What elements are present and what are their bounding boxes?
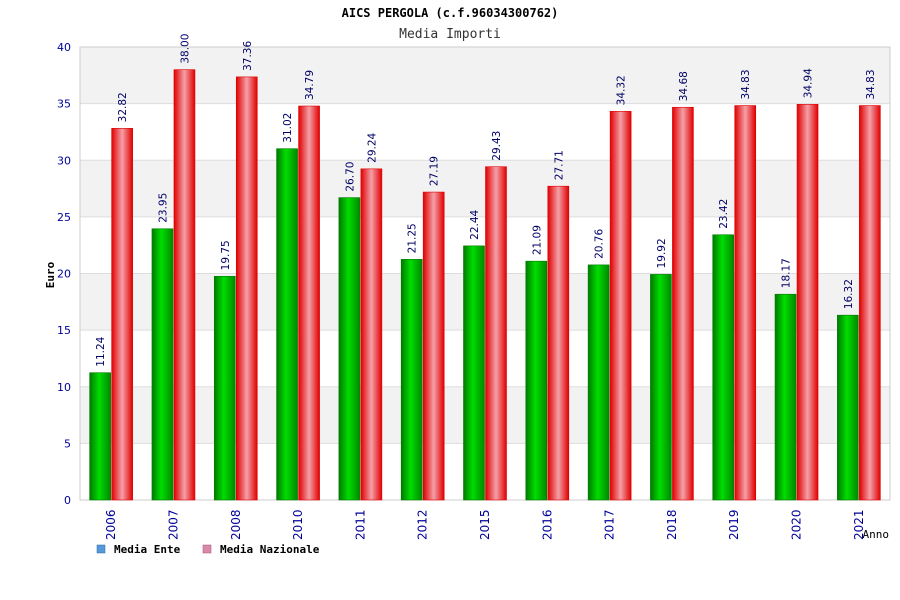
bar-media-nazionale xyxy=(859,105,881,501)
bar-media-ente xyxy=(650,274,672,501)
bar-value-label: 21.25 xyxy=(407,223,419,253)
bar-media-ente xyxy=(151,228,174,501)
bar-media-nazionale xyxy=(796,104,819,501)
bar-media-nazionale xyxy=(360,168,383,501)
bar-value-label: 29.24 xyxy=(366,132,378,162)
bar-media-ente xyxy=(400,259,423,501)
grid-band xyxy=(80,273,890,331)
x-tick-label: 2020 xyxy=(790,509,804,540)
y-tick-label: 40 xyxy=(57,41,71,54)
grid-band xyxy=(80,160,890,217)
y-tick-label: 30 xyxy=(57,154,71,167)
y-axis-ticks: 0 5 10 15 20 25 30 35 40 xyxy=(57,41,71,507)
bar-value-label: 27.71 xyxy=(553,150,565,180)
bar-value-label: 34.83 xyxy=(865,69,877,99)
bar-value-label: 29.43 xyxy=(491,131,503,161)
bar-value-label: 20.76 xyxy=(594,229,606,259)
legend: Media Ente Media Nazionale xyxy=(96,543,320,556)
x-tick-label: 2012 xyxy=(416,509,430,540)
bar-value-label: 21.09 xyxy=(531,225,543,255)
bar-value-label: 31.02 xyxy=(282,113,294,143)
chart-subtitle: Media Importi xyxy=(399,27,501,42)
legend-label-ente: Media Ente xyxy=(114,543,181,556)
y-tick-label: 35 xyxy=(57,98,71,111)
grid-band xyxy=(80,47,890,104)
bar-media-ente xyxy=(463,245,485,501)
legend-swatch-ente xyxy=(96,544,106,554)
x-tick-label: 2021 xyxy=(852,509,866,540)
x-tick-label: 2017 xyxy=(603,509,617,540)
bar-media-nazionale xyxy=(298,105,320,501)
bar-value-label: 22.44 xyxy=(469,209,481,239)
bar-value-label: 23.42 xyxy=(718,199,730,229)
bar-media-nazionale xyxy=(609,111,632,501)
bar-media-nazionale xyxy=(672,106,694,501)
bar-value-label: 34.83 xyxy=(740,69,752,99)
bar-media-ente xyxy=(525,260,548,501)
bar-value-label: 32.82 xyxy=(117,92,129,122)
grid-band xyxy=(80,386,890,444)
x-tick-label: 2007 xyxy=(166,509,180,540)
bar-media-nazionale xyxy=(734,105,757,501)
bar-value-label: 27.19 xyxy=(429,156,441,186)
bar-media-ente xyxy=(587,264,610,501)
x-tick-label: 2018 xyxy=(665,509,679,540)
x-tick-label: 2015 xyxy=(478,509,492,540)
y-tick-label: 0 xyxy=(64,494,71,507)
bar-value-label: 16.32 xyxy=(843,279,855,309)
x-axis-ticks: 2006 2007 2008 2010 2011 2012 2015 2016 2017 2018… xyxy=(104,509,866,540)
x-tick-label: 2006 xyxy=(104,509,118,540)
grid-bands xyxy=(80,47,890,444)
bar-value-label: 37.36 xyxy=(242,41,254,71)
bar-media-ente xyxy=(774,293,797,501)
x-tick-label: 2010 xyxy=(291,509,305,540)
bar-media-ente xyxy=(837,314,859,501)
legend-label-nazionale: Media Nazionale xyxy=(220,543,320,556)
bar-value-label: 19.75 xyxy=(220,240,232,270)
chart-title: AICS PERGOLA (c.f.96034300762) xyxy=(342,6,559,20)
bar-media-nazionale xyxy=(235,76,258,501)
bar-media-ente xyxy=(712,234,735,501)
y-tick-label: 5 xyxy=(64,437,71,450)
bar-media-nazionale xyxy=(485,166,507,501)
x-tick-label: 2008 xyxy=(229,509,243,540)
bar-value-label: 26.70 xyxy=(344,162,356,192)
bar-media-nazionale xyxy=(173,69,196,501)
legend-swatch-nazionale xyxy=(202,544,212,554)
bar-media-ente xyxy=(338,197,361,501)
bar-labels: 11.24 32.82 23.95 38.00 19.75 37.36 31.02 34.79… xyxy=(95,34,877,367)
y-tick-label: 15 xyxy=(57,324,71,337)
x-tick-label: 2016 xyxy=(540,509,554,540)
y-tick-label: 20 xyxy=(57,268,71,281)
y-axis-label: Euro xyxy=(44,261,57,288)
y-tick-label: 10 xyxy=(57,381,71,394)
x-axis-label: Anno xyxy=(863,528,890,541)
bars xyxy=(89,69,881,501)
y-tick-label: 25 xyxy=(57,211,71,224)
bar-value-label: 38.00 xyxy=(179,34,191,64)
bar-value-label: 34.32 xyxy=(616,75,628,105)
bar-media-nazionale xyxy=(111,128,133,501)
bar-value-label: 34.79 xyxy=(304,70,316,100)
x-tick-label: 2011 xyxy=(353,509,367,540)
bar-value-label: 19.92 xyxy=(656,238,668,268)
bar-value-label: 34.94 xyxy=(803,68,815,98)
bar-media-nazionale xyxy=(422,191,445,501)
plot-frame xyxy=(79,46,891,501)
bar-value-label: 11.24 xyxy=(95,336,107,366)
bar-value-label: 23.95 xyxy=(157,193,169,223)
bar-media-nazionale xyxy=(547,185,570,501)
bar-media-ente xyxy=(276,148,298,501)
bar-value-label: 18.17 xyxy=(781,258,793,288)
bar-media-ente xyxy=(89,372,111,501)
x-tick-label: 2019 xyxy=(727,509,741,540)
bar-media-ente xyxy=(213,276,236,501)
bar-value-label: 34.68 xyxy=(678,71,690,101)
